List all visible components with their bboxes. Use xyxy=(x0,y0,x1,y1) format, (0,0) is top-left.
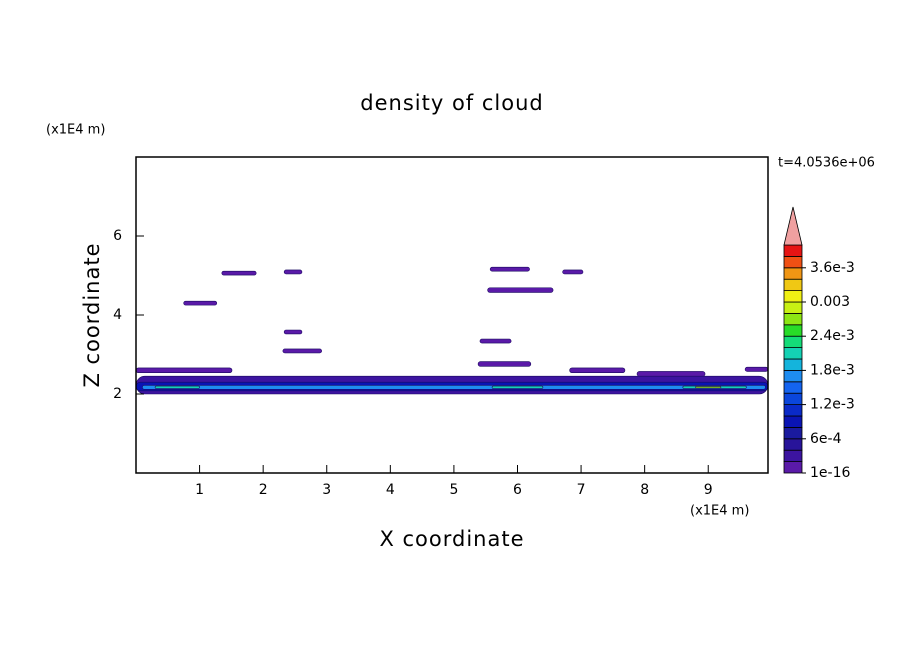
colorbar-tick-label: 0.003 xyxy=(810,294,850,310)
colorbar-band xyxy=(783,335,803,349)
contour-patch xyxy=(282,348,322,354)
colorbar-band xyxy=(783,415,803,428)
colorbar-band xyxy=(783,301,803,314)
contour-patch xyxy=(183,300,218,306)
x-tick-label: 9 xyxy=(704,482,713,498)
x-tick-label: 5 xyxy=(449,482,458,498)
y-tick-label: 4 xyxy=(113,307,122,323)
x-tick-label: 1 xyxy=(195,482,204,498)
x-tick-label: 8 xyxy=(640,482,649,498)
y-tick-label: 6 xyxy=(113,228,122,244)
contour-patch xyxy=(283,329,303,335)
colorbar-band xyxy=(783,267,803,280)
colorbar-over-arrow xyxy=(783,206,803,246)
colorbar-tick-label: 1e-16 xyxy=(810,465,850,481)
colorbar-band xyxy=(783,404,803,417)
y-tick-label: 2 xyxy=(113,386,122,402)
contour-patch xyxy=(283,269,303,275)
x-tick-label: 2 xyxy=(259,482,268,498)
contour-patch xyxy=(569,367,626,373)
colorbar-band xyxy=(783,312,803,326)
contour-patch xyxy=(636,371,706,377)
colorbar-band xyxy=(783,324,803,337)
colorbar-tick-label: 3.6e-3 xyxy=(810,260,855,276)
colorbar-band xyxy=(783,381,803,394)
x-tick-label: 6 xyxy=(513,482,522,498)
contour-patch xyxy=(562,269,584,275)
colorbar-tick-label: 1.8e-3 xyxy=(810,362,855,378)
contour-patch xyxy=(135,367,233,373)
colorbar-tick-label: 6e-4 xyxy=(810,431,842,447)
colorbar-band xyxy=(783,244,803,257)
contour-patch xyxy=(479,338,512,344)
x-tick-label: 3 xyxy=(322,482,331,498)
contour-patch xyxy=(695,386,722,389)
colorbar-tick-label: 1.2e-3 xyxy=(810,397,855,413)
chart-title: density of cloud xyxy=(360,91,543,115)
contour-patch xyxy=(489,266,530,272)
contour-patch xyxy=(491,385,544,389)
colorbar-band xyxy=(783,347,803,360)
colorbar-band xyxy=(783,426,803,440)
colorbar-band xyxy=(783,461,803,474)
x-axis-label: X coordinate xyxy=(379,527,524,551)
colorbar-band xyxy=(783,358,803,371)
time-label: t=4.0536e+06 xyxy=(778,156,875,171)
colorbar-tick-label: 2.4e-3 xyxy=(810,328,855,344)
contour-patch xyxy=(744,366,769,372)
colorbar-band xyxy=(783,290,803,303)
colorbar-band xyxy=(783,369,803,383)
colorbar-band xyxy=(783,255,803,269)
colorbar-band xyxy=(783,438,803,451)
y-axis-label: Z coordinate xyxy=(80,242,104,387)
contour-patch xyxy=(142,385,766,390)
x-tick-label: 7 xyxy=(577,482,586,498)
x-unit: (x1E4 m) xyxy=(690,504,749,519)
x-tick-label: 4 xyxy=(386,482,395,498)
contour-patch xyxy=(221,270,257,276)
colorbar-band xyxy=(783,449,803,463)
contour-patch xyxy=(154,385,200,389)
contour-patch xyxy=(487,287,554,293)
colorbar-band xyxy=(783,392,803,406)
contour-patch xyxy=(477,361,532,367)
colorbar-band xyxy=(783,278,803,292)
y-unit: (x1E4 m) xyxy=(46,123,105,138)
